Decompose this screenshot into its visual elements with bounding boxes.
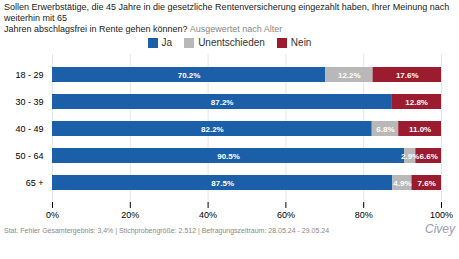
svg-text:60%: 60% <box>277 210 295 220</box>
svg-text:6.8%: 6.8% <box>376 125 394 134</box>
svg-text:17.6%: 17.6% <box>396 71 419 80</box>
svg-text:12.2%: 12.2% <box>338 71 361 80</box>
svg-text:0%: 0% <box>46 210 59 220</box>
svg-text:18 - 29: 18 - 29 <box>15 70 43 80</box>
svg-text:70.2%: 70.2% <box>178 71 201 80</box>
svg-text:7.6%: 7.6% <box>418 179 436 188</box>
svg-text:40 - 49: 40 - 49 <box>15 124 43 134</box>
svg-text:12.8%: 12.8% <box>405 98 428 107</box>
svg-text:2.9%: 2.9% <box>401 152 419 161</box>
html-text:Nein: Nein <box>290 37 312 49</box>
svg-text:65 +: 65 + <box>26 178 44 188</box>
svg-text:100%: 100% <box>430 210 453 220</box>
html-text:Civey: Civey <box>425 222 455 237</box>
svg-text:4.9%: 4.9% <box>393 179 411 188</box>
svg-text:82.2%: 82.2% <box>201 125 224 134</box>
html-text:Ja: Ja <box>161 37 173 49</box>
svg-text:87.5%: 87.5% <box>211 179 234 188</box>
svg-text:87.2%: 87.2% <box>211 98 234 107</box>
html-text:Sollen Erwerbstätige, die 45 J: Sollen Erwerbstätige, die 45 Jahre in di… <box>4 2 450 34</box>
svg-text:6.6%: 6.6% <box>420 152 438 161</box>
svg-text:11.0%: 11.0% <box>409 125 431 134</box>
svg-text:40%: 40% <box>199 210 217 220</box>
svg-text:20%: 20% <box>121 210 139 220</box>
svg-text:50 - 64: 50 - 64 <box>15 151 43 161</box>
html-text:Unentschieden: Unentschieden <box>198 37 265 49</box>
svg-text:90.5%: 90.5% <box>217 152 240 161</box>
html-text:Stat. Fehler Gesamtergebnis: 3: Stat. Fehler Gesamtergebnis: 3,4% | Stic… <box>4 227 330 235</box>
svg-text:30 - 39: 30 - 39 <box>15 97 43 107</box>
svg-text:80%: 80% <box>355 210 373 220</box>
